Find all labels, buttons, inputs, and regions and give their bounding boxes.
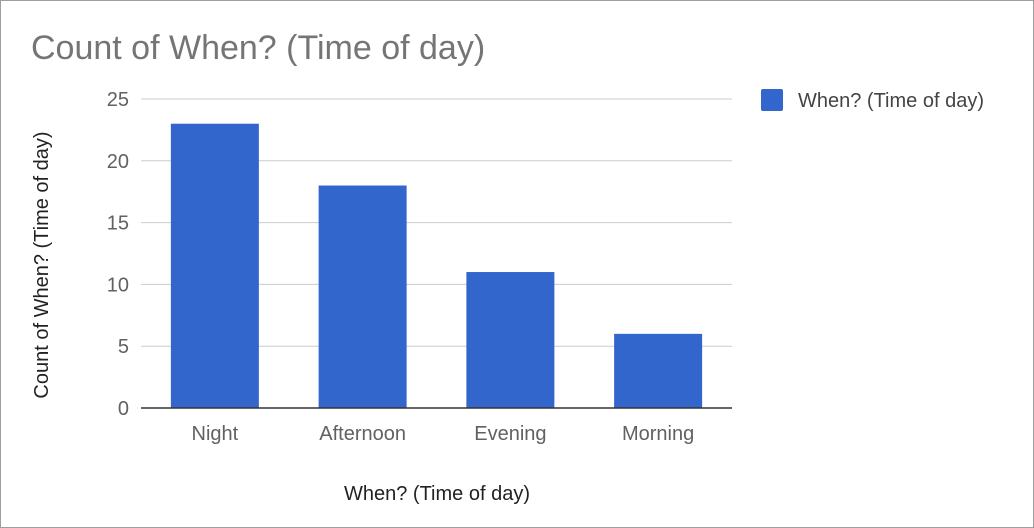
y-axis-title: Count of When? (Time of day) <box>31 131 53 398</box>
x-axis-ticks: Night Afternoon Evening Morning <box>192 423 695 445</box>
y-tick-label: 10 <box>107 274 129 296</box>
x-tick-label: Afternoon <box>319 423 406 445</box>
legend-label: When? (Time of day) <box>798 90 984 112</box>
x-tick-label: Evening <box>474 423 546 445</box>
x-tick-label: Night <box>192 423 239 445</box>
bar-night <box>170 123 259 408</box>
bar-afternoon <box>318 185 407 408</box>
x-tick-label: Morning <box>622 423 694 445</box>
y-axis-ticks: 0 5 10 15 20 25 <box>107 89 129 420</box>
bar-morning <box>614 333 703 408</box>
y-tick-label: 0 <box>118 398 129 420</box>
x-axis-title: When? (Time of day) <box>344 483 530 505</box>
y-tick-label: 25 <box>107 89 129 111</box>
y-tick-label: 20 <box>107 151 129 173</box>
chart-title: Count of When? (Time of day) <box>31 29 485 67</box>
y-tick-label: 5 <box>118 336 129 358</box>
bar-evening <box>466 272 555 408</box>
bars <box>141 123 732 409</box>
y-tick-label: 15 <box>107 213 129 235</box>
legend: When? (Time of day) <box>761 89 984 112</box>
legend-swatch <box>761 89 783 111</box>
